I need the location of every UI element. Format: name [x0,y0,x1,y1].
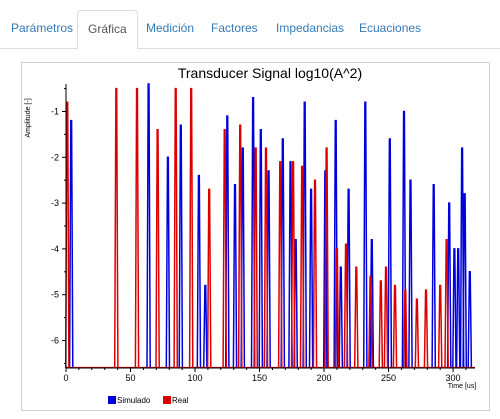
pulse-real-19 [368,275,373,369]
legend: Simulado Real [108,396,189,405]
pulse-simulado-5 [202,284,208,369]
pulse-simulado-28 [452,248,457,369]
x-tick-label: 0 [63,373,68,383]
y-axis-label: Amplitude [-] [25,98,32,137]
x-tick-label: 300 [446,373,461,383]
pulse-simulado-30 [459,147,465,369]
legend-label-simulado: Simulado [117,396,151,405]
pulse-simulado-0 [68,119,74,369]
pulse-simulado-4 [196,174,202,369]
pulse-real-24 [414,298,420,369]
legend-swatch-real [163,396,171,404]
pulse-simulado-27 [446,202,452,369]
pulse-simulado-3 [178,124,184,369]
pulse-real-4 [173,87,179,369]
pulse-simulado-24 [401,110,407,369]
pulse-simulado-2 [165,156,171,369]
y-tick-label: -1 [51,106,59,116]
pulse-real-7 [222,129,228,369]
x-tick-label: 250 [381,373,396,383]
pulse-real-11 [277,161,283,369]
y-tick-label: -6 [51,336,59,346]
y-tick-label: -3 [51,198,59,208]
legend-swatch-simulado [108,396,116,404]
x-axis-label: Time [us] [448,383,477,390]
pulse-real-1 [113,87,119,369]
pulse-real-5 [188,87,194,369]
tab-impedancias[interactable]: Impedancias [276,21,345,35]
x-tick-label: 200 [317,373,332,383]
legend-label-real: Real [172,396,189,405]
pulse-real-25 [423,289,429,369]
pulse-simulado-18 [333,119,339,369]
tab-ecuaciones[interactable]: Ecuaciones [359,21,422,35]
tab-grafica[interactable]: Gráfica [77,10,138,50]
pulse-simulado-32 [467,271,473,369]
pulse-real-3 [155,129,160,369]
pulse-simulado-10 [258,129,264,369]
pulse-simulado-1 [146,83,151,369]
pulse-simulado-31 [462,193,468,369]
pulse-real-14 [312,179,318,369]
pulse-simulado-19 [338,266,344,369]
tab-bar: Parámetros Gráfica Medición Factores Imp… [0,0,500,50]
pulse-real-12 [290,161,296,369]
pulse-simulado-21 [362,101,368,369]
pulse-real-8 [237,124,243,369]
pulse-real-2 [134,87,140,369]
axes: -1 -2 -3 -4 -5 -6 0 50 100 150 200 250 300 [51,84,475,383]
pulse-real-26 [437,284,443,369]
pulse-simulado-25 [408,179,413,369]
y-tick-label: -4 [51,244,59,254]
tab-factores[interactable]: Factores [211,21,258,35]
pulse-simulado-7 [232,184,238,369]
x-tick-label: 100 [188,373,203,383]
pulse-real-20 [378,280,384,369]
x-tick-label: 50 [126,373,136,383]
pulse-simulado-16 [308,188,314,369]
pulse-real-23 [402,289,408,369]
pulse-real-15 [324,147,329,369]
pulse-real-27 [444,238,449,369]
x-tick-label: 150 [252,373,267,383]
tab-parametros[interactable]: Parámetros [11,21,74,35]
pulse-simulado-17 [322,170,328,369]
y-tick-label: -5 [51,290,59,300]
pulse-real-10 [263,147,269,369]
pulse-simulado-23 [387,138,393,369]
plot-area [64,83,475,369]
chart-title: Transducer Signal log10(A^2) [178,65,362,81]
pulse-simulado-15 [302,101,308,369]
tab-medicion[interactable]: Medición [146,21,195,35]
pulse-real-21 [383,266,389,369]
pulse-real-18 [353,266,359,369]
pulse-simulado-29 [455,248,461,369]
pulse-real-22 [392,284,398,369]
pulse-real-17 [343,243,349,369]
pulse-real-16 [334,248,340,369]
pulse-real-9 [253,147,259,369]
pulse-simulado-26 [431,184,437,369]
pulse-simulado-20 [346,188,351,369]
pulse-real-6 [206,188,212,369]
pulse-real-13 [299,165,305,369]
y-tick-label: -2 [51,152,59,162]
